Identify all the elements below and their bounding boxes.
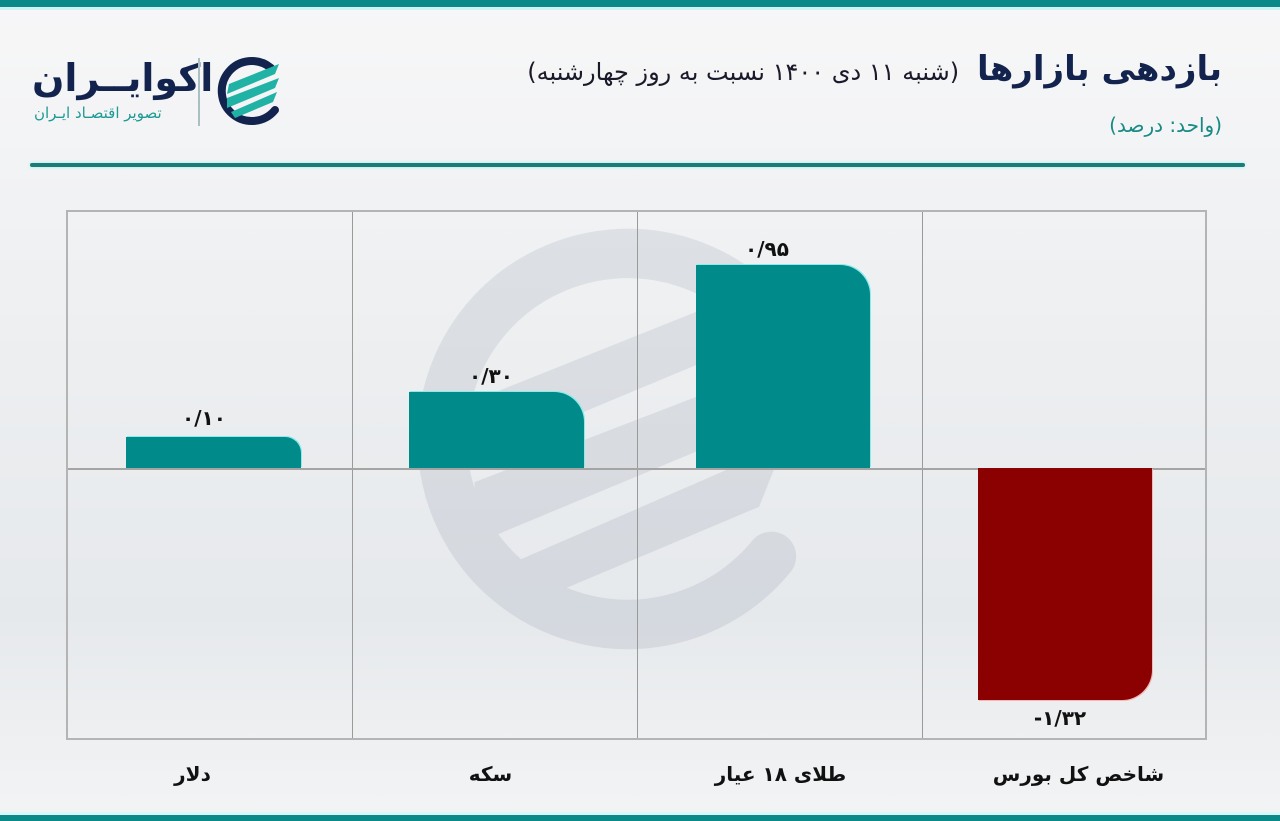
category-label-coin: سکه (468, 762, 513, 786)
logo-name: اکوایــران (32, 56, 214, 100)
bottom-accent-glow (0, 812, 1280, 815)
chart-title-main: بازدهی بازارها (976, 49, 1222, 89)
bar-dollar (126, 437, 301, 468)
logo-tagline: تصویر اقتصـاد ایـران (34, 104, 162, 122)
value-label-dollar: ۰/۱۰ (182, 406, 226, 430)
brand-logo: اکوایــران تصویر اقتصـاد ایـران (30, 50, 290, 130)
top-accent-bar (0, 0, 1280, 7)
header-divider (30, 163, 1245, 167)
grid-line-vertical (352, 212, 353, 738)
grid-line-vertical (922, 212, 923, 738)
logo-mark-icon (217, 57, 279, 126)
unit-label: (واحد: درصد) (1109, 113, 1222, 137)
bar-coin (409, 392, 584, 468)
value-label-gold-18k: ۰/۹۵ (745, 237, 789, 261)
bottom-accent-bar (0, 815, 1280, 821)
plot-area (66, 210, 1207, 740)
bar-stock-index (978, 468, 1152, 700)
top-accent-glow (0, 7, 1280, 10)
bar-gold-18k (696, 265, 870, 468)
grid-line-vertical (637, 212, 638, 738)
category-label-stock-index: شاخص کل بورس (992, 762, 1165, 786)
chart-title: بازدهی بازارها (شنبه ۱۱ دی ۱۴۰۰ نسبت به … (527, 44, 1222, 97)
value-label-stock-index: -۱/۳۲ (1033, 706, 1087, 730)
zero-baseline (68, 468, 1205, 470)
chart-title-date: (شنبه ۱۱ دی ۱۴۰۰ نسبت به روز چهارشنبه) (527, 58, 960, 86)
category-label-dollar: دلار (174, 762, 211, 786)
category-label-gold-18k: طلای ۱۸ عیار (714, 762, 847, 786)
value-label-coin: ۰/۳۰ (469, 364, 513, 388)
logo-separator (198, 58, 200, 126)
